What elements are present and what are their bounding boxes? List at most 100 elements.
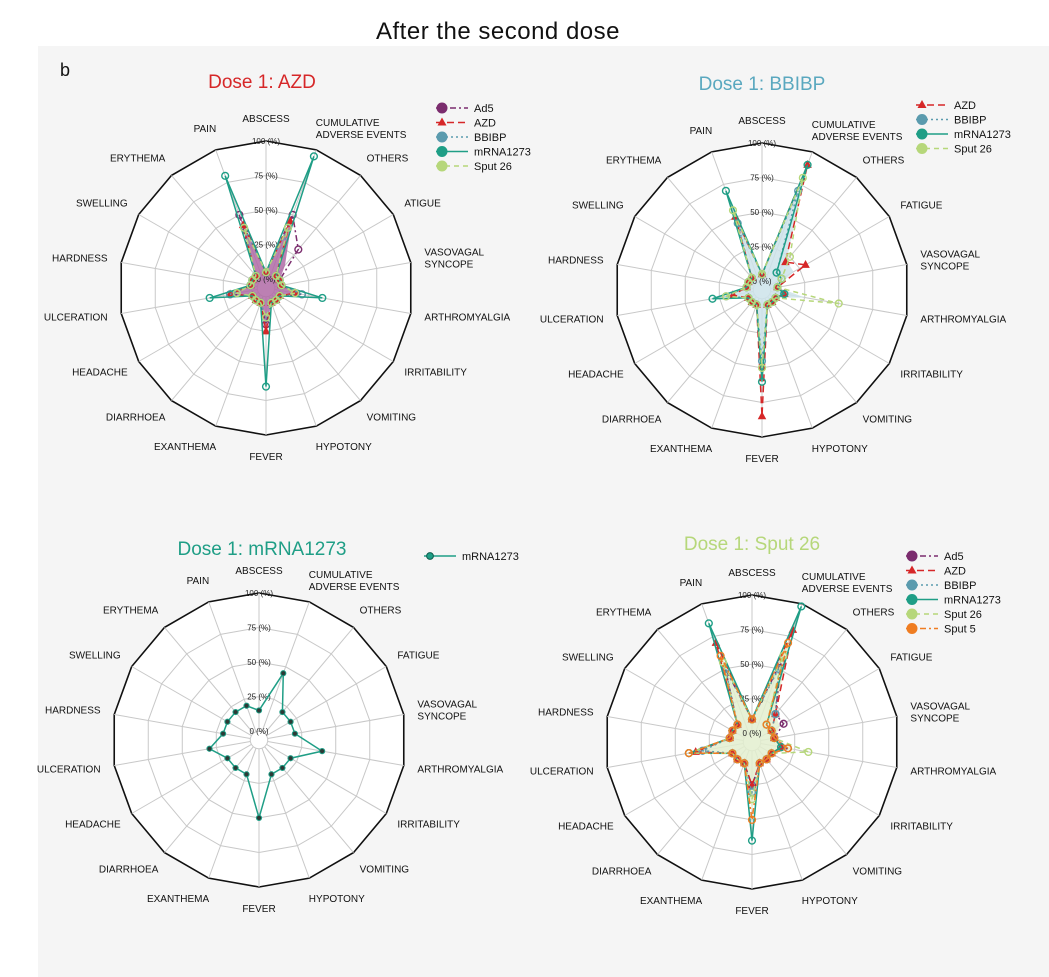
grid-spoke [274,261,411,287]
series-line-mrna1273 [209,156,323,387]
grid-spoke [171,175,261,282]
axis-label: ARTHROMYALGIA [920,314,1006,325]
axis-label: ADVERSE EVENTS [309,582,400,593]
data-point [279,708,286,716]
grid-spoke [264,627,354,734]
data-point [261,382,271,391]
axis-label: HYPOTONY [309,894,365,905]
grid-spoke [764,298,813,429]
legend-label: mRNA1273 [954,129,1011,141]
data-point [243,702,250,709]
grid-spoke [759,745,880,816]
legend-label: mRNA1273 [462,551,519,563]
legend-label: AZD [474,118,496,130]
grid-spoke [208,748,257,879]
axis-label: OTHERS [360,606,402,617]
axis-label: ULCERATION [540,314,604,325]
tick-label: 75 (%) [750,174,774,183]
axis-label: FATIGUE [397,651,439,662]
legend: Ad5 AZD BBIBP mRNA1273 Sput 26 Sput 5 [906,550,1001,636]
axis-label: ABSCESS [242,114,290,125]
data-point [762,755,771,764]
data-point [757,411,767,420]
axis-label: SYNCOPE [920,262,969,273]
data-point [770,733,779,743]
legend-marker [916,143,928,154]
data-point [747,780,757,789]
grid-spoke [268,296,317,427]
grid-spoke [624,745,745,816]
legend-marker [436,146,448,157]
data-point [708,294,717,303]
data-point [294,245,303,254]
axis-label: VASOVAGAL [910,702,970,713]
legend-marker [906,623,918,634]
grid-spoke [667,296,757,403]
axis-label: VOMITING [863,414,913,425]
axis-label: CUMULATIVE [316,118,380,129]
grid-spoke [267,741,404,767]
axis-label: DIARRHOEA [592,866,652,877]
axis-label: EXANTHEMA [640,896,703,907]
data-point [757,363,767,373]
data-point [797,602,806,611]
data-point [747,815,757,825]
data-point [744,293,753,302]
axis-label: VASOVAGAL [424,248,484,259]
data-point [762,720,771,729]
tick-label: 0 (%) [256,275,275,284]
axis-label: HEADACHE [558,822,614,833]
grid-spoke [711,298,760,429]
legend-marker [436,160,448,172]
grid-spoke [271,175,361,282]
tick-label: 100 (%) [748,139,776,148]
axis-label: PAIN [194,124,217,135]
grid-spoke [271,294,361,401]
data-point [235,210,244,219]
axis-label: FEVER [745,454,778,465]
axis-label: PAIN [690,126,713,137]
radar-chart-4: Dose 1: Sput 26 0 (%) 25 (%) 50 (%) 75 (%) 10… [530,534,1001,917]
grid-spoke [264,746,354,853]
grid-spoke [617,263,754,289]
legend-label: mRNA1273 [944,595,1001,607]
data-point [721,292,731,301]
data-point [219,730,227,737]
axis-label: ERYTHEMA [606,156,662,167]
data-point [783,638,793,647]
tick-label: 50 (%) [740,660,764,669]
data-point [291,730,299,737]
data-point [309,152,319,161]
grid-spoke [114,741,251,767]
data-point [804,747,813,757]
axis-label: VOMITING [367,412,417,423]
legend-label: Ad5 [944,551,964,563]
grid-spoke [261,748,310,879]
data-point [772,268,781,277]
axis-label: HARDNESS [45,706,101,717]
grid-spoke [607,715,744,741]
tick-label: 100 (%) [245,589,273,598]
data-point [785,252,794,261]
legend-label: BBIBP [954,115,986,127]
tick-label: 75 (%) [740,626,764,635]
grid-spoke [701,750,750,881]
grid-spoke [164,627,254,734]
axis-label: ABSCESS [235,566,283,577]
data-point [777,274,786,283]
axis-label: ULCERATION [44,312,108,323]
legend: Ad5 AZD BBIBP mRNA1273 Sput 26 [436,102,531,173]
axis-label: PAIN [187,576,210,587]
axis-label: EXANTHEMA [154,442,217,453]
data-point [774,664,783,673]
data-point [246,281,255,290]
legend-marker [906,550,918,562]
tick-label: 100 (%) [738,591,766,600]
data-point [801,260,810,268]
axis-label: ARTHROMYALGIA [910,766,996,777]
grid-spoke [121,261,258,287]
axis-label: ATIGUE [404,199,441,210]
grid-spoke [266,666,387,737]
axis-label: FATIGUE [890,653,932,664]
grid-spoke [261,601,310,732]
